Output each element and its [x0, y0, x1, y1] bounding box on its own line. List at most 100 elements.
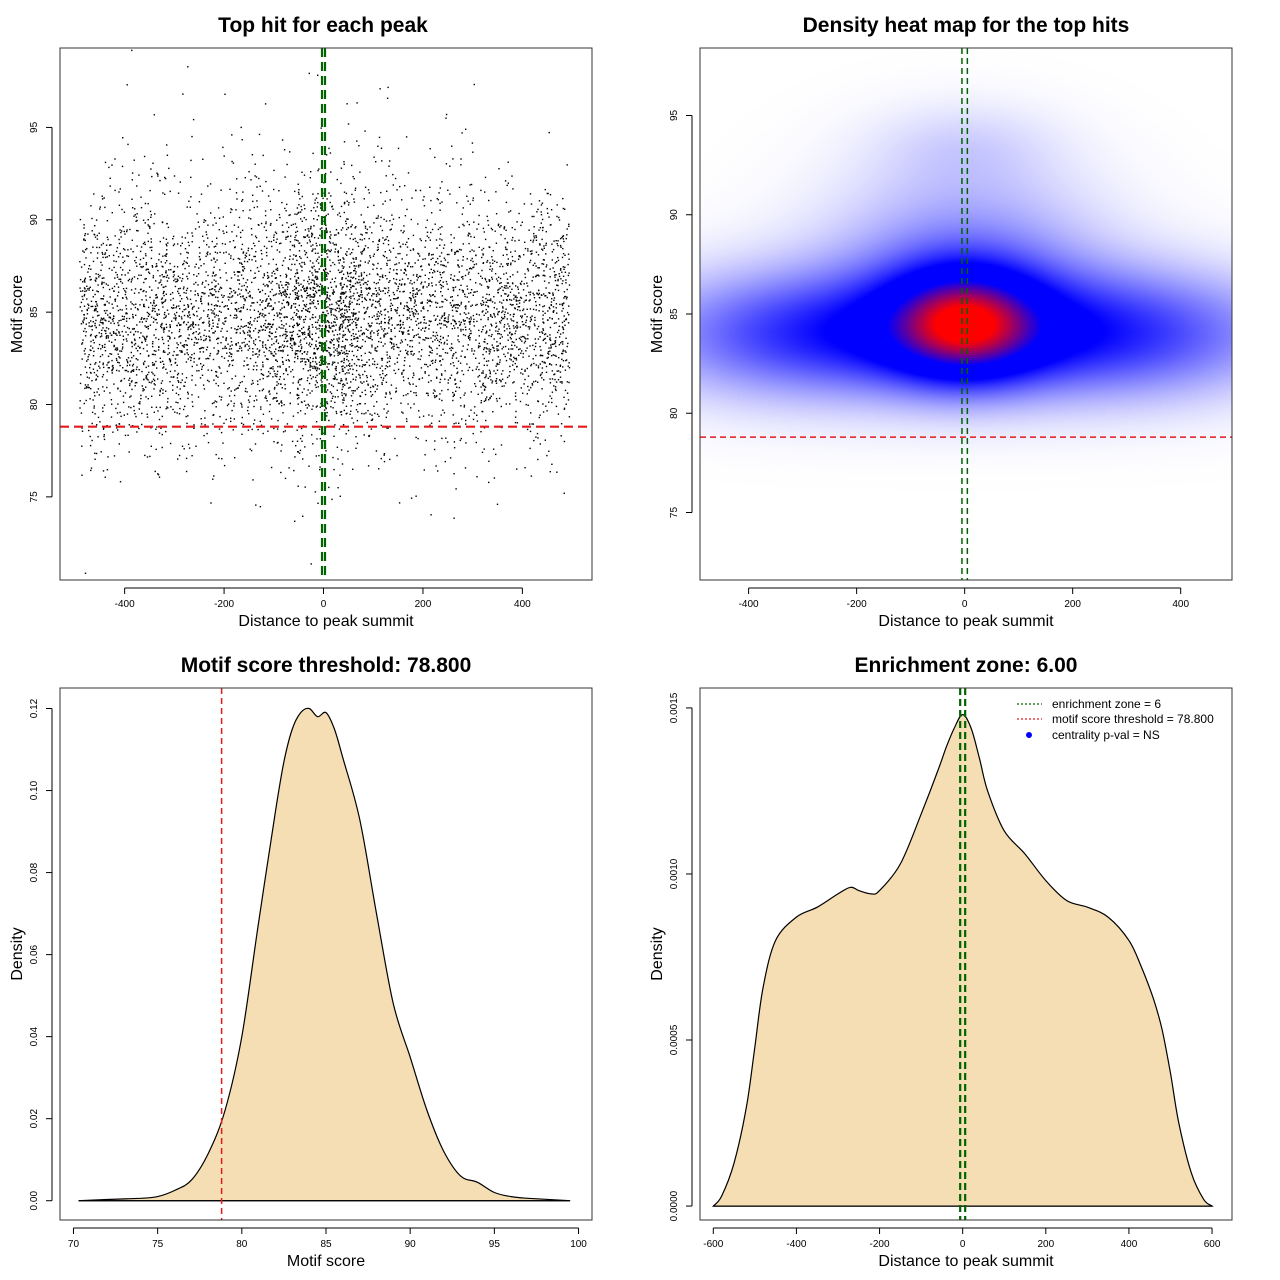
scatter-point [462, 345, 464, 347]
scatter-point [526, 308, 528, 310]
scatter-point [549, 292, 551, 294]
scatter-point [153, 388, 155, 390]
scatter-point [259, 304, 261, 306]
scatter-point [294, 520, 296, 522]
scatter-point [84, 335, 87, 337]
scatter-point [126, 317, 128, 320]
scatter-point [342, 336, 344, 338]
scatter-point [200, 265, 202, 267]
scatter-point [488, 399, 490, 401]
scatter-point [199, 332, 201, 334]
scatter-point [256, 266, 259, 269]
scatter-point [128, 406, 130, 408]
scatter-point [357, 282, 359, 284]
scatter-point [147, 328, 149, 330]
scatter-point [436, 324, 439, 326]
scatter-point [184, 248, 187, 250]
scatter-point [373, 253, 375, 255]
scatter-point [92, 355, 95, 357]
scatter-point [482, 370, 484, 372]
scatter-point [470, 330, 472, 332]
scatter-point [267, 375, 270, 377]
scatter-point [184, 381, 186, 383]
scatter-point [118, 324, 120, 326]
scatter-point [477, 393, 479, 395]
scatter-point [369, 256, 372, 259]
scatter-point [138, 408, 140, 410]
scatter-point [130, 341, 133, 343]
scatter-point [254, 353, 256, 355]
scatter-point [564, 350, 566, 352]
scatter-point [537, 208, 539, 211]
scatter-point [377, 145, 379, 147]
scatter-point [249, 209, 251, 211]
scatter-point [351, 365, 353, 367]
scatter-point [304, 333, 306, 335]
scatter-point [147, 315, 150, 317]
scatter-point [298, 250, 301, 252]
scatter-point [365, 287, 367, 289]
scatter-point [466, 296, 468, 298]
scatter-point [547, 352, 549, 354]
scatter-point [246, 260, 249, 263]
scatter-point [267, 295, 270, 297]
scatter-point [262, 413, 265, 415]
scatter-point [432, 334, 434, 337]
scatter-point [201, 368, 203, 370]
scatter-point [256, 320, 258, 322]
scatter-point [302, 333, 304, 336]
scatter-point [545, 405, 547, 407]
scatter-point [425, 337, 427, 339]
scatter-point [439, 233, 442, 235]
scatter-point [363, 434, 365, 436]
scatter-point [399, 323, 402, 326]
scatter-point [182, 288, 185, 290]
scatter-point [172, 244, 175, 247]
scatter-point [520, 336, 522, 338]
scatter-point [389, 259, 391, 261]
scatter-point [287, 235, 289, 238]
scatter-point [138, 337, 141, 339]
scatter-point [439, 335, 442, 338]
scatter-point [529, 430, 532, 433]
scatter-point [339, 328, 341, 330]
scatter-point [283, 325, 285, 327]
scatter-point [365, 310, 367, 313]
scatter-point [469, 184, 471, 186]
scatter-point [371, 414, 373, 416]
scatter-point [565, 282, 567, 284]
scatter-point [313, 353, 315, 355]
scatter-point [377, 217, 379, 219]
scatter-point [488, 334, 490, 337]
scatter-point [424, 281, 426, 283]
scatter-point [104, 206, 106, 209]
scatter-point [376, 330, 378, 332]
scatter-point [452, 362, 454, 364]
scatter-point [200, 423, 203, 425]
scatter-point [140, 246, 143, 248]
scatter-point [385, 392, 387, 394]
scatter-point [559, 371, 562, 373]
scatter-point [473, 350, 476, 352]
scatter-point [182, 322, 185, 324]
scatter-point [174, 370, 176, 372]
scatter-point [79, 287, 81, 289]
scatter-point [472, 199, 474, 202]
scatter-point [152, 275, 155, 277]
scatter-point [213, 257, 215, 259]
scatter-point [202, 281, 204, 284]
scatter-point [222, 322, 224, 324]
scatter-point [436, 395, 438, 397]
scatter-point [415, 436, 417, 439]
scatter-point [415, 334, 418, 336]
scatter-point [455, 323, 457, 325]
scatter-point [319, 468, 321, 471]
scatter-point [540, 214, 543, 216]
scatter-point [351, 301, 353, 304]
scatter-point [357, 264, 360, 267]
scatter-point [145, 269, 147, 271]
scatter-point [452, 315, 454, 317]
scatter-point [522, 308, 525, 310]
scatter-point [315, 210, 317, 212]
scatter-point [514, 250, 516, 252]
